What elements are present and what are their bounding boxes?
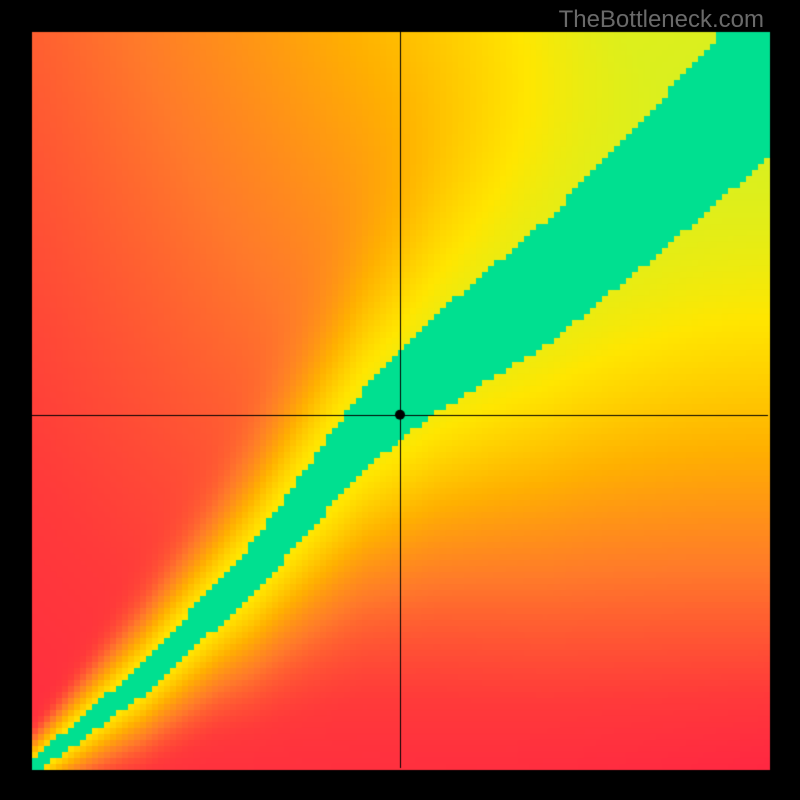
chart-container: TheBottleneck.com xyxy=(0,0,800,800)
bottleneck-heatmap xyxy=(0,0,800,800)
watermark-text: TheBottleneck.com xyxy=(559,6,764,34)
